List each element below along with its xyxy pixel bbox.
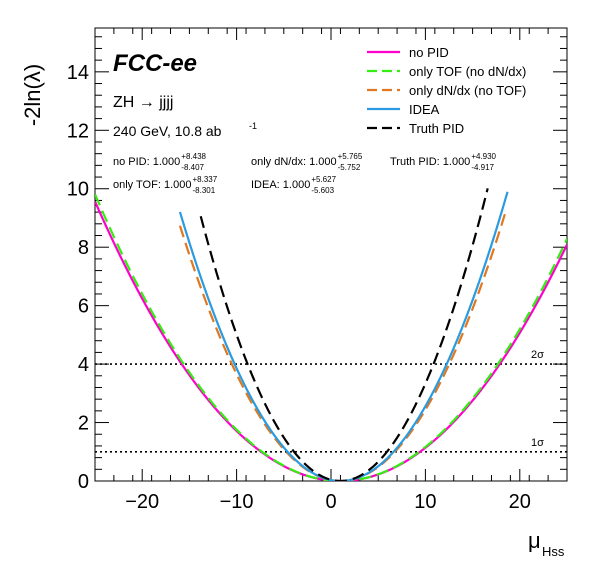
fit-result-label: IDEA: 1.000 [251,179,310,191]
fit-result-down: -5.752 [338,163,361,172]
y-tick-label: 6 [78,296,89,318]
reference-line-label: 1σ [531,437,544,449]
energy-lumi-label: 240 GeV, 10.8 ab [113,123,222,139]
reference-line-label: 2σ [531,349,544,361]
y-tick-label: 14 [67,62,89,84]
x-tick-label: 10 [414,491,436,513]
y-tick-label: 10 [67,179,89,201]
x-tick-label: 20 [509,491,531,513]
x-tick-label: 0 [325,491,336,513]
legend-label: IDEA [409,102,440,117]
legend-label: only TOF (no dN/dx) [409,64,526,79]
fit-result-down: -8.301 [192,186,215,195]
x-axis-title: μ [528,528,541,553]
fit-result-down: -8.407 [181,163,204,172]
fit-result-up: +8.337 [192,175,217,184]
fit-result-label: no PID: 1.000 [113,156,180,168]
series-line [95,201,567,481]
y-axis-title: -2ln(λ) [20,64,45,126]
likelihood-curves [95,188,567,481]
process-label: ZH → jjjj [113,94,173,111]
fit-result-up: +4.930 [471,152,496,161]
legend-label: Truth PID [409,121,464,136]
fit-result-up: +5.765 [338,152,363,161]
legend: no PID only TOF (no dN/dx) only dN/dx (no … [367,45,526,136]
experiment-label: FCC-ee [113,50,197,77]
energy-lumi-superscript: -1 [249,121,257,131]
reference-lines: 2σ 1σ [95,349,567,453]
series-line [178,211,507,481]
fit-result-down: -4.917 [471,163,494,172]
series-line [199,188,489,481]
fit-result-label: only dN/dx: 1.000 [251,156,337,168]
legend-label: only dN/dx (no TOF) [409,83,526,98]
fit-result-up: +8.438 [181,152,206,161]
legend-label: no PID [409,45,449,60]
fit-result-up: +5.627 [311,175,336,184]
y-tick-label: 12 [67,120,89,142]
y-tick-label: 4 [78,354,89,376]
y-tick-label: 8 [78,237,89,259]
x-tick-label: −10 [220,491,254,513]
fit-result-label: only TOF: 1.000 [113,179,191,191]
fit-result-down: -5.603 [311,186,334,195]
fit-results: no PID: 1.000 +8.438 -8.407 only dN/dx: 1.0… [113,152,497,195]
fit-result-label: Truth PID: 1.000 [390,156,470,168]
y-tick-label: 2 [78,413,89,435]
series-line [178,191,509,481]
y-tick-label: 0 [78,471,89,493]
x-axis-title-subscript: Hss [542,544,565,559]
axis-ticks: −20 −10 0 10 20 0 2 4 6 8 10 12 14 [67,28,568,513]
x-tick-label: −20 [125,491,159,513]
